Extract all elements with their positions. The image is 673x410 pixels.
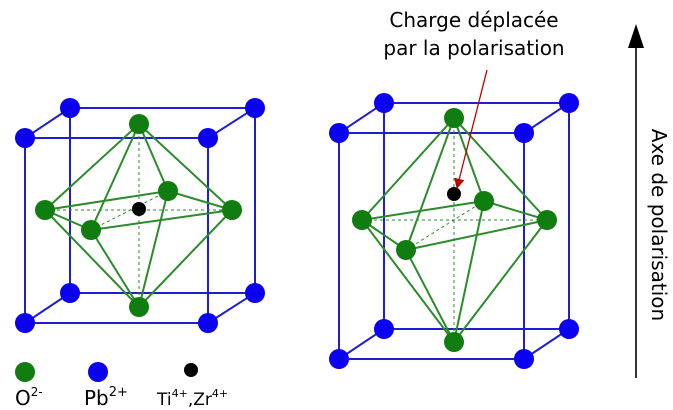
lead-atom <box>559 319 579 339</box>
oxygen-atom <box>158 181 178 201</box>
lead-atom <box>514 123 534 143</box>
legend-ti-zr-swatch <box>184 363 198 377</box>
legend-lead-label: Pb2+ <box>84 385 128 410</box>
oxygen-atom <box>81 220 101 240</box>
right-lead-ions <box>329 93 579 369</box>
left-oxygen-ions <box>35 114 242 317</box>
oxygen-atom <box>35 200 55 220</box>
lead-atom <box>329 349 349 369</box>
lead-atom <box>60 98 80 118</box>
oxygen-atom <box>537 210 557 230</box>
right-cell-edges <box>338 102 570 360</box>
lead-atom <box>198 313 218 333</box>
oxygen-atom <box>396 240 416 260</box>
lead-atom <box>15 313 35 333</box>
oxygen-atom <box>444 108 464 128</box>
lead-atom <box>374 319 394 339</box>
polarization-axis: Axe de polarisation <box>628 24 671 378</box>
legend-oxygen-label: O2- <box>15 385 43 410</box>
right-octahedron <box>361 117 548 343</box>
right-ti-zr-atom-displaced <box>447 187 461 201</box>
left-ti-zr-atom <box>132 202 146 216</box>
oxygen-atom <box>352 210 372 230</box>
axis-label: Axe de polarisation <box>647 129 671 321</box>
oxygen-atom <box>222 200 242 220</box>
legend-ti-zr-label: Ti4+,Zr4+ <box>156 387 228 410</box>
legend: O2- Pb2+ Ti4+,Zr4+ <box>15 362 228 410</box>
lead-atom <box>15 128 35 148</box>
oxygen-atom <box>129 297 149 317</box>
left-unit-cell <box>15 98 265 333</box>
oxygen-atom <box>129 114 149 134</box>
lead-atom <box>559 93 579 113</box>
lead-atom <box>198 128 218 148</box>
oxygen-atom <box>474 191 494 211</box>
axis-arrowhead-icon <box>628 24 644 48</box>
annotation-arrow <box>454 69 488 190</box>
right-unit-cell <box>329 93 579 369</box>
right-oxygen-ions <box>352 108 557 352</box>
lead-atom <box>245 98 265 118</box>
right-dashed-axes <box>362 118 547 342</box>
annotation-line-2: par la polarisation <box>383 36 564 60</box>
lead-atom <box>374 93 394 113</box>
legend-lead-swatch <box>88 362 108 382</box>
legend-oxygen-swatch <box>15 362 35 382</box>
left-octahedron <box>44 123 233 308</box>
oxygen-atom <box>444 332 464 352</box>
lead-atom <box>245 283 265 303</box>
lead-atom <box>60 283 80 303</box>
lead-atom <box>514 349 534 369</box>
lead-atom <box>329 123 349 143</box>
left-lead-ions <box>15 98 265 333</box>
annotation-line-1: Charge déplacée <box>389 8 558 32</box>
